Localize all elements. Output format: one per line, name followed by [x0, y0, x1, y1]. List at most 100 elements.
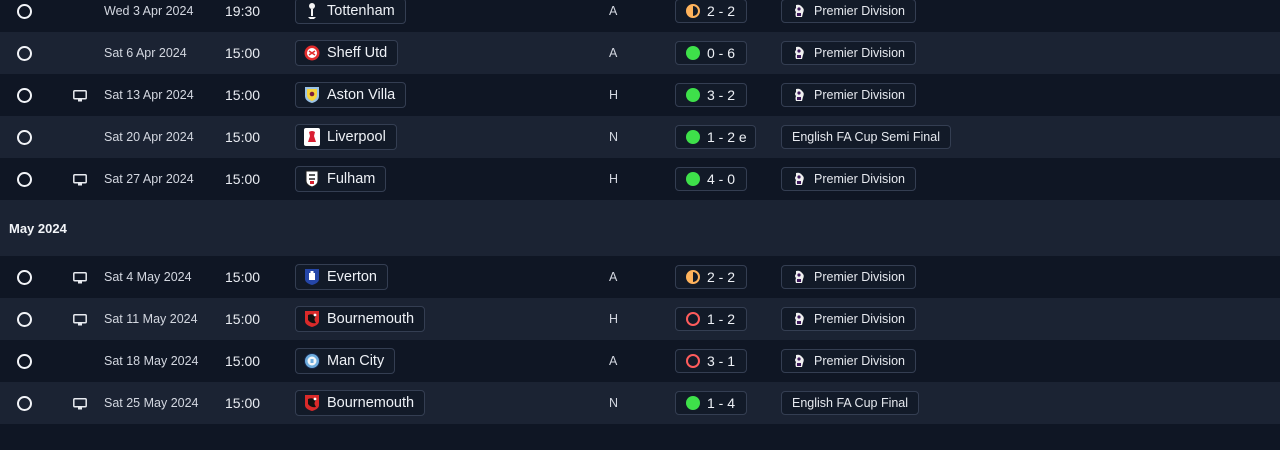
select-radio[interactable]	[17, 395, 32, 411]
select-radio[interactable]	[17, 171, 32, 187]
competition-name: Premier Division	[814, 46, 905, 60]
result-button[interactable]: 1 - 4	[675, 391, 747, 415]
competition-button[interactable]: Premier Division	[781, 349, 916, 373]
fixture-row[interactable]: Sat 27 Apr 2024 15:00 Fulham H 4 - 0 Premier …	[0, 158, 1280, 200]
kickoff-time: 15:00	[225, 353, 261, 369]
result-button[interactable]: 4 - 0	[675, 167, 747, 191]
competition-name: Premier Division	[814, 4, 905, 18]
result-button[interactable]: 0 - 6	[675, 41, 747, 65]
fixture-row[interactable]: Sat 13 Apr 2024 15:00 Aston Villa H 3 - 2 Pre…	[0, 74, 1280, 116]
premier-league-icon	[792, 270, 814, 284]
result-button[interactable]: 3 - 1	[675, 349, 747, 373]
win-result-icon	[686, 46, 700, 60]
venue-indicator: H	[609, 172, 619, 186]
premier-league-icon	[792, 172, 814, 186]
fixture-row[interactable]: Sat 20 Apr 2024 15:00 Liverpool N 1 - 2 e Eng…	[0, 116, 1280, 158]
competition-name: Premier Division	[814, 354, 905, 368]
loss-result-icon	[686, 312, 700, 326]
opponent-team-button[interactable]: Bournemouth	[295, 390, 426, 416]
kickoff-time: 15:00	[225, 311, 261, 327]
match-score: 3 - 2	[707, 87, 736, 103]
kickoff-time: 19:30	[225, 3, 261, 19]
opponent-team-button[interactable]: Fulham	[295, 166, 387, 192]
draw-result-icon	[686, 4, 700, 18]
opponent-team-button[interactable]: Bournemouth	[295, 306, 426, 332]
select-radio[interactable]	[17, 311, 32, 327]
competition-name: Premier Division	[814, 88, 905, 102]
match-score: 0 - 6	[707, 45, 736, 61]
competition-name: Premier Division	[814, 312, 905, 326]
fixture-row[interactable]: Sat 6 Apr 2024 15:00 Sheff Utd A 0 - 6 Premie…	[0, 32, 1280, 74]
competition-button[interactable]: Premier Division	[781, 265, 916, 289]
opponent-team-name: Fulham	[327, 171, 376, 187]
venue-indicator: N	[609, 396, 619, 410]
fixture-row[interactable]: Sat 25 May 2024 15:00 Bournemouth N 1 - 4 Eng…	[0, 382, 1280, 424]
competition-name: Premier Division	[814, 172, 905, 186]
select-radio[interactable]	[17, 269, 32, 285]
result-button[interactable]: 1 - 2	[675, 307, 747, 331]
opponent-team-button[interactable]: Liverpool	[295, 124, 397, 150]
opponent-team-name: Aston Villa	[327, 87, 396, 103]
match-score: 3 - 1	[707, 353, 736, 369]
result-button[interactable]: 3 - 2	[675, 83, 747, 107]
venue-indicator: H	[609, 88, 619, 102]
venue-indicator: H	[609, 312, 619, 326]
competition-button[interactable]: English FA Cup Semi Final	[781, 125, 951, 149]
opponent-team-button[interactable]: Tottenham	[295, 0, 406, 24]
match-score: 4 - 0	[707, 171, 736, 187]
match-score: 1 - 2 e	[707, 129, 747, 145]
match-score: 2 - 2	[707, 3, 736, 19]
kickoff-time: 15:00	[225, 45, 261, 61]
competition-button[interactable]: English FA Cup Final	[781, 391, 920, 415]
result-button[interactable]: 2 - 2	[675, 0, 747, 23]
select-radio[interactable]	[17, 87, 32, 103]
competition-button[interactable]: Premier Division	[781, 0, 916, 23]
month-header-label: May 2024	[9, 220, 67, 236]
bournemouth-crest-icon	[304, 394, 320, 412]
tv-icon	[73, 397, 87, 410]
match-date: Sat 18 May 2024	[104, 354, 199, 368]
select-radio[interactable]	[17, 353, 32, 369]
opponent-team-name: Bournemouth	[327, 311, 415, 327]
opponent-team-name: Bournemouth	[327, 395, 415, 411]
fulham-crest-icon	[304, 170, 320, 188]
select-radio[interactable]	[17, 45, 32, 61]
month-header: May 2024	[0, 200, 1280, 256]
result-button[interactable]: 1 - 2 e	[675, 125, 756, 149]
fixture-row[interactable]: Sat 11 May 2024 15:00 Bournemouth H 1 - 2 Pre…	[0, 298, 1280, 340]
match-date: Sat 11 May 2024	[104, 312, 198, 326]
win-result-icon	[686, 396, 700, 410]
tottenham-crest-icon	[304, 2, 320, 20]
competition-button[interactable]: Premier Division	[781, 167, 916, 191]
tv-icon	[73, 271, 87, 284]
fixture-row[interactable]: Wed 3 Apr 2024 19:30 Tottenham A 2 - 2 Premie…	[0, 0, 1280, 32]
select-radio[interactable]	[17, 3, 32, 19]
fixture-row[interactable]: Sat 4 May 2024 15:00 Everton A 2 - 2 Premier …	[0, 256, 1280, 298]
fixtures-list: Wed 3 Apr 2024 19:30 Tottenham A 2 - 2 Premie…	[0, 0, 1280, 424]
loss-result-icon	[686, 354, 700, 368]
opponent-team-button[interactable]: Everton	[295, 264, 388, 290]
opponent-team-button[interactable]: Aston Villa	[295, 82, 407, 108]
result-button[interactable]: 2 - 2	[675, 265, 747, 289]
match-date: Sat 27 Apr 2024	[104, 172, 194, 186]
fixture-row[interactable]: Sat 18 May 2024 15:00 Man City A 3 - 1 Premie…	[0, 340, 1280, 382]
bournemouth-crest-icon	[304, 310, 320, 328]
premier-league-icon	[792, 4, 814, 18]
competition-button[interactable]: Premier Division	[781, 83, 916, 107]
select-radio[interactable]	[17, 129, 32, 145]
opponent-team-button[interactable]: Sheff Utd	[295, 40, 399, 66]
premier-league-icon	[792, 46, 814, 60]
opponent-team-name: Liverpool	[327, 129, 386, 145]
competition-name: Premier Division	[814, 270, 905, 284]
kickoff-time: 15:00	[225, 87, 261, 103]
match-score: 1 - 2	[707, 311, 736, 327]
opponent-team-button[interactable]: Man City	[295, 348, 396, 374]
tv-icon	[73, 173, 87, 186]
kickoff-time: 15:00	[225, 129, 261, 145]
competition-button[interactable]: Premier Division	[781, 307, 916, 331]
opponent-team-name: Tottenham	[327, 3, 395, 19]
win-result-icon	[686, 130, 700, 144]
match-date: Wed 3 Apr 2024	[104, 4, 194, 18]
match-date: Sat 13 Apr 2024	[104, 88, 194, 102]
competition-button[interactable]: Premier Division	[781, 41, 916, 65]
